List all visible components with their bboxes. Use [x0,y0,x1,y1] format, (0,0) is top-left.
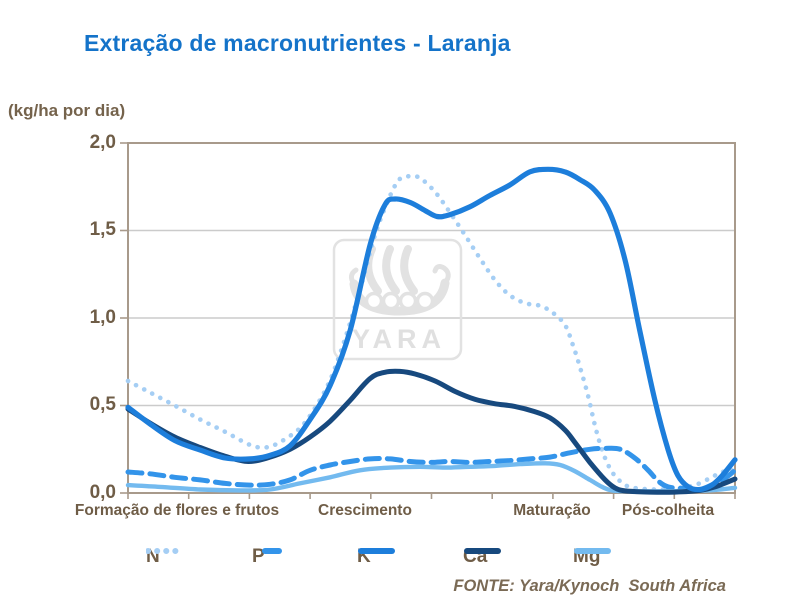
stern-curl-icon [348,267,359,287]
dragon-head-icon [432,264,451,286]
legend-item-n: N [146,546,186,568]
watermark-text: YARA [352,324,446,354]
series-line-P [125,445,738,493]
x-axis-ticks [127,493,736,499]
x-label-maturacao: Maturação [513,502,591,519]
legend-line-sample-ca [464,548,501,554]
chart-title: Extração de macronutrientes - Laranja [84,30,511,56]
legend-item-k: K [357,546,395,568]
y-tick-2_0: 2,0 [89,132,116,153]
shield-icon [415,291,435,311]
sail-icon [400,245,418,295]
shield-icon [381,291,401,311]
legend-line-sample-k [358,548,395,554]
data-series-curves [125,166,738,495]
x-label-crescimento: Crescimento [318,502,412,519]
y-axis-ticks [120,142,128,494]
series-line-K [125,166,738,493]
y-tick-0_5: 0,5 [89,394,116,415]
axis-frame [120,142,736,499]
legend-line-sample-n [146,548,186,554]
legend-item-mg: Mg [573,546,611,568]
yara-watermark-logo: YARA [332,238,463,361]
legend-line-sample-p [262,548,282,554]
y-axis-unit-label: (kg/ha por dia) [8,101,126,120]
y-tick-1_5: 1,5 [89,219,116,240]
shield-icon [364,291,384,311]
series-line-N [125,173,738,492]
x-label-formacao: Formação de flores e frutos [74,502,280,519]
gridlines [129,229,734,407]
sail-icon [382,245,400,295]
legend-item-ca: Ca [463,546,501,568]
y-tick-0_0: 0,0 [89,482,116,503]
source-note: FONTE: Yara/Kynoch South Africa [453,577,726,595]
legend-label-p: P [252,546,265,567]
y-tick-1_0: 1,0 [89,307,116,328]
series-line-Ca [125,368,738,495]
x-label-pos-colheita: Pós-colheita [621,502,715,519]
legend-line-sample-mg [574,548,611,554]
shield-icon [398,291,418,311]
legend-item-p: P [252,546,282,568]
